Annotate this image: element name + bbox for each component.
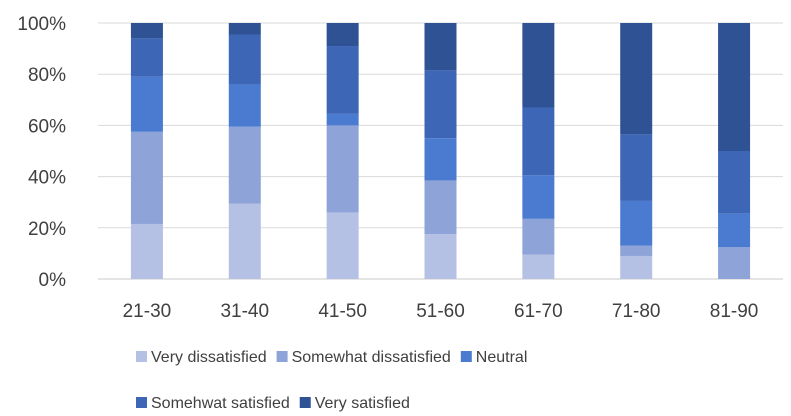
y-axis: 0% 20% 40% 60% 80% 100% <box>17 14 66 291</box>
bar-segment <box>424 234 457 279</box>
bar-segment <box>718 151 751 214</box>
bar-segment <box>620 255 653 279</box>
bar-segment <box>326 113 359 126</box>
legend-swatch <box>136 397 147 408</box>
bar-segment <box>130 76 163 132</box>
y-tick-label: 60% <box>28 116 66 137</box>
bar-segment <box>522 23 555 108</box>
x-tick-label: 51-60 <box>416 301 465 322</box>
legend-label: Neutral <box>476 349 528 366</box>
bar-segment <box>718 247 751 279</box>
bar-segment <box>620 245 653 256</box>
bar-segment <box>228 84 261 127</box>
bar-segment <box>326 125 359 213</box>
bar-segment <box>718 213 751 247</box>
bar-segment <box>228 34 261 85</box>
legend-label: Very satisfied <box>315 395 410 412</box>
bar-segment <box>424 180 457 235</box>
x-tick-label: 61-70 <box>514 301 563 322</box>
bar-segment <box>130 23 163 39</box>
legend-swatch <box>460 351 472 362</box>
y-tick-label: 100% <box>17 14 66 35</box>
y-tick-label: 80% <box>28 65 66 86</box>
legend-label: Very dissatisfied <box>151 349 267 366</box>
x-axis: 21-30 31-40 41-50 51-60 61-70 71-80 81-90 <box>123 301 759 322</box>
bar-segment <box>130 131 163 224</box>
bar-segment <box>228 203 261 279</box>
bar-segment <box>326 212 359 279</box>
legend-label: Somehwat satisfied <box>151 395 290 412</box>
bar-segment <box>424 70 457 139</box>
legend-swatch <box>136 351 147 362</box>
bar-segment <box>326 46 359 114</box>
x-tick-label: 41-50 <box>318 301 367 322</box>
legend-swatch <box>299 397 311 408</box>
bar-segment <box>718 23 751 151</box>
bar-segment <box>130 223 163 279</box>
bar-segment <box>424 23 457 71</box>
bar-segment <box>424 138 457 181</box>
bar-segment <box>130 38 163 77</box>
bar-segment <box>522 107 555 176</box>
bar-segment <box>620 200 653 246</box>
bar-segment <box>228 126 261 204</box>
y-tick-label: 0% <box>39 270 67 291</box>
legend: Very dissatisfied Somewhat dissatisfied Ne… <box>136 349 527 412</box>
y-tick-label: 40% <box>28 168 66 189</box>
x-tick-label: 81-90 <box>710 301 759 322</box>
bar-segment <box>522 218 555 255</box>
x-tick-label: 71-80 <box>612 301 661 322</box>
bar-segment <box>522 175 555 219</box>
legend-swatch <box>276 351 288 362</box>
bar-segment <box>620 23 653 135</box>
x-tick-label: 31-40 <box>220 301 269 322</box>
x-tick-label: 21-30 <box>123 301 172 322</box>
bar-segment <box>228 23 261 35</box>
bars <box>130 23 751 279</box>
bar-segment <box>522 254 555 279</box>
bar-segment <box>326 23 359 47</box>
y-tick-label: 20% <box>28 219 66 240</box>
bar-segment <box>620 134 653 201</box>
legend-label: Somewhat dissatisfied <box>292 349 451 366</box>
